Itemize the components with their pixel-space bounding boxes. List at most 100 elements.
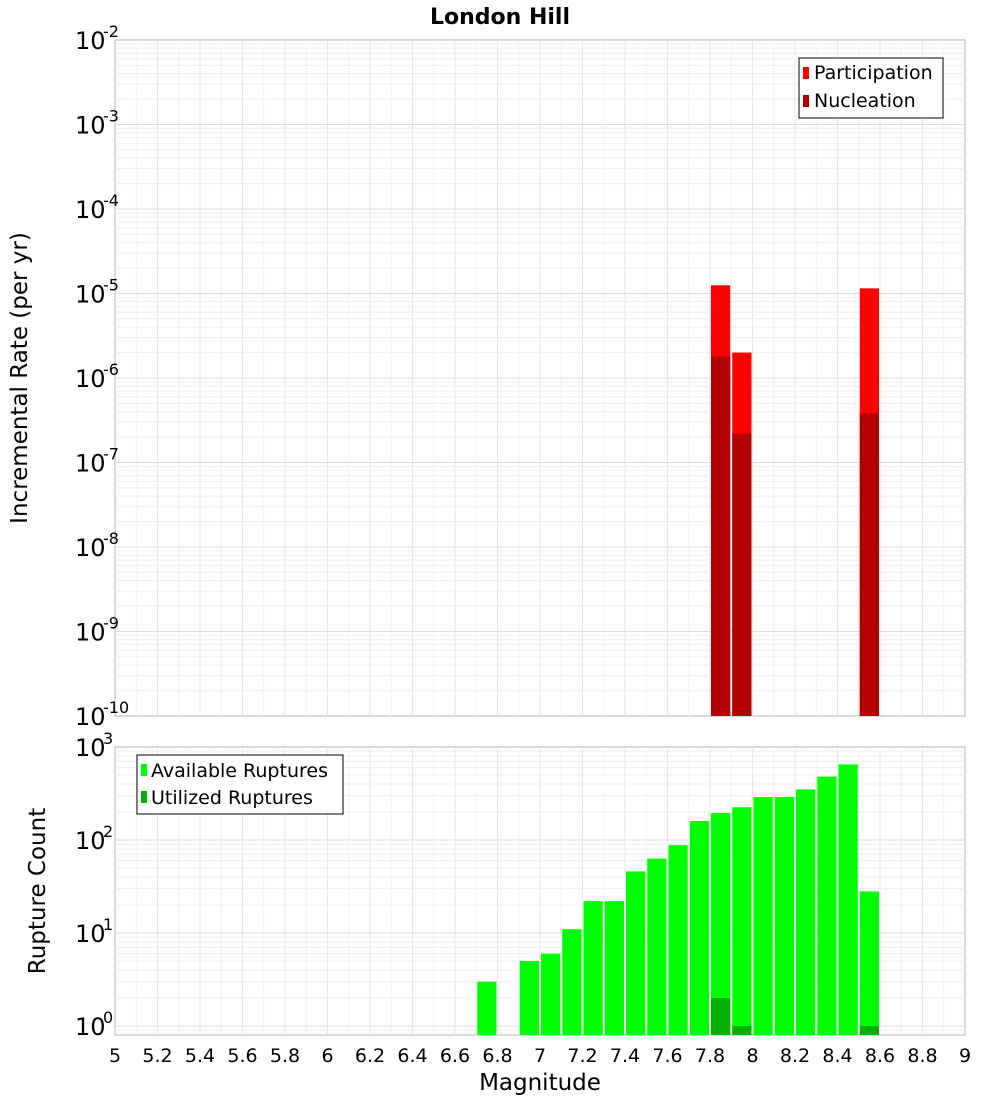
x-tick-label: 5.6 xyxy=(227,1045,257,1067)
bottom-y-axis-label: Rupture Count xyxy=(25,808,51,974)
y-tick-base: 10 xyxy=(75,827,106,855)
y-tick-exponent: -9 xyxy=(103,614,119,633)
bar-available-ruptures xyxy=(796,789,816,1035)
y-tick-label: 101 xyxy=(75,915,113,948)
x-tick-label: 8.2 xyxy=(780,1045,810,1067)
bar-available-ruptures xyxy=(668,845,688,1035)
bar-available-ruptures xyxy=(753,796,773,1035)
bar-available-ruptures xyxy=(774,796,794,1035)
legend-available-swatch xyxy=(141,764,147,776)
y-tick-base: 10 xyxy=(75,734,106,762)
top-bars xyxy=(711,285,879,716)
y-tick-exponent: -5 xyxy=(103,276,119,295)
x-tick-label: 7 xyxy=(534,1045,546,1067)
y-tick-exponent: 1 xyxy=(103,915,113,934)
x-tick-label: 5.4 xyxy=(185,1045,215,1067)
y-tick-label: 10-7 xyxy=(75,445,119,478)
chart-title: London Hill xyxy=(430,5,570,30)
x-tick-label: 8.6 xyxy=(865,1045,895,1067)
bottom-legend: Available Ruptures Utilized Ruptures xyxy=(136,754,344,815)
legend-available-label: Available Ruptures xyxy=(151,760,328,782)
y-tick-label: 103 xyxy=(75,729,113,762)
x-tick-label: 8.4 xyxy=(822,1045,852,1067)
bar-available-ruptures xyxy=(519,960,539,1035)
y-tick-exponent: -6 xyxy=(103,360,119,379)
y-tick-base: 10 xyxy=(75,1013,106,1041)
bottom-legend-box xyxy=(136,754,344,815)
y-tick-label: 10-8 xyxy=(75,529,119,562)
y-tick-base: 10 xyxy=(75,365,106,393)
x-tick-label: 7.2 xyxy=(567,1045,597,1067)
bar-available-ruptures xyxy=(689,821,709,1035)
y-tick-exponent: -10 xyxy=(103,698,129,717)
bar-utilized-ruptures xyxy=(732,1025,752,1035)
y-tick-exponent: -3 xyxy=(103,107,119,126)
y-tick-exponent: -2 xyxy=(103,22,119,41)
y-tick-label: 10-9 xyxy=(75,614,119,647)
x-tick-label: 5.2 xyxy=(142,1045,172,1067)
x-tick-label: 7.6 xyxy=(652,1045,682,1067)
x-tick-label: 5.8 xyxy=(270,1045,300,1067)
top-legend: Participation Nucleation xyxy=(798,57,944,119)
legend-utilized-swatch xyxy=(141,791,147,803)
top-gridlines xyxy=(115,40,965,716)
y-tick-base: 10 xyxy=(75,920,106,948)
y-tick-base: 10 xyxy=(75,27,106,55)
bottom-bars xyxy=(477,764,879,1035)
bar-nucleation xyxy=(859,413,879,716)
y-tick-label: 10-4 xyxy=(75,191,119,224)
y-tick-exponent: -8 xyxy=(103,529,119,548)
y-tick-label: 100 xyxy=(75,1008,113,1041)
y-tick-label: 10-2 xyxy=(75,22,119,55)
legend-utilized-label: Utilized Ruptures xyxy=(151,787,313,809)
bar-utilized-ruptures xyxy=(711,997,731,1035)
y-tick-base: 10 xyxy=(75,112,106,140)
y-tick-base: 10 xyxy=(75,619,106,647)
y-tick-label: 10-10 xyxy=(75,698,129,731)
x-tick-label: 6.4 xyxy=(397,1045,427,1067)
bar-available-ruptures xyxy=(838,764,858,1035)
y-tick-label: 102 xyxy=(75,822,113,855)
y-tick-label: 10-6 xyxy=(75,360,119,393)
y-tick-exponent: -7 xyxy=(103,445,119,464)
bottom-x-ticks: 5 5.2 5.4 5.6 5.8 6 6.2 6.4 6.6 6.8 7 7.2 7.4 7.6 7.8 8… xyxy=(109,1045,971,1067)
y-tick-exponent: 0 xyxy=(103,1008,113,1027)
bar-available-ruptures xyxy=(859,891,879,1035)
x-tick-label: 5 xyxy=(109,1045,121,1067)
x-tick-label: 7.4 xyxy=(610,1045,640,1067)
bar-available-ruptures xyxy=(541,953,561,1035)
bar-available-ruptures xyxy=(583,901,603,1035)
x-tick-label: 7.8 xyxy=(695,1045,725,1067)
bar-available-ruptures xyxy=(477,981,497,1035)
y-tick-base: 10 xyxy=(75,450,106,478)
x-tick-label: 6.8 xyxy=(482,1045,512,1067)
bar-available-ruptures xyxy=(647,858,667,1035)
legend-nucleation-label: Nucleation xyxy=(814,90,916,112)
bar-nucleation xyxy=(732,433,752,716)
top-legend-box xyxy=(798,57,944,119)
bar-utilized-ruptures xyxy=(859,1025,879,1035)
y-tick-exponent: 3 xyxy=(103,729,113,748)
x-axis-label: Magnitude xyxy=(479,1070,601,1096)
top-y-axis-label: Incremental Rate (per yr) xyxy=(7,232,33,524)
y-tick-label: 10-3 xyxy=(75,107,119,140)
y-tick-base: 10 xyxy=(75,196,106,224)
y-tick-label: 10-5 xyxy=(75,276,119,309)
bar-available-ruptures xyxy=(711,813,731,1035)
bar-available-ruptures xyxy=(817,776,837,1035)
y-tick-exponent: -4 xyxy=(103,191,119,210)
y-tick-exponent: 2 xyxy=(103,822,113,841)
bar-available-ruptures xyxy=(604,901,624,1035)
x-tick-label: 8 xyxy=(746,1045,758,1067)
legend-participation-swatch xyxy=(803,67,809,79)
bar-available-ruptures xyxy=(562,929,582,1035)
y-tick-base: 10 xyxy=(75,703,106,731)
bar-available-ruptures xyxy=(732,807,752,1035)
x-tick-label: 6 xyxy=(321,1045,333,1067)
x-tick-label: 6.6 xyxy=(440,1045,470,1067)
